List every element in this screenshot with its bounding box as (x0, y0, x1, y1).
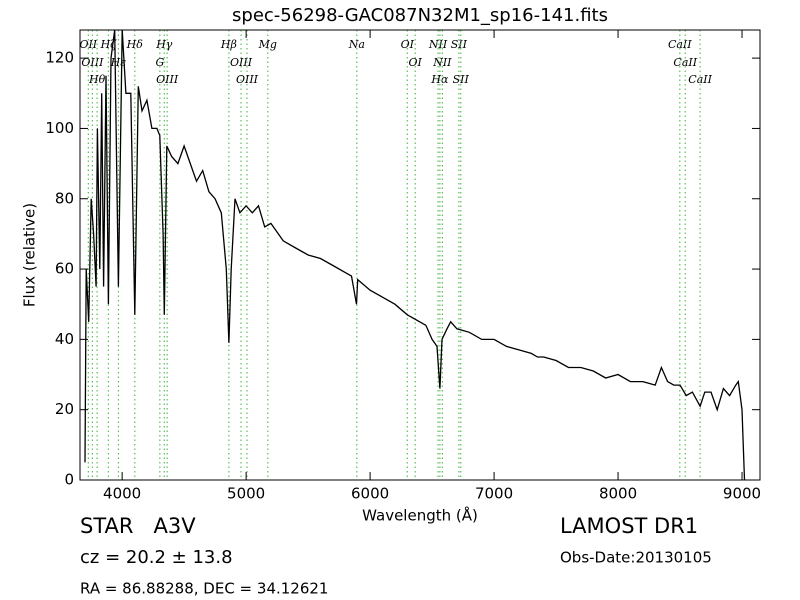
x-tick-label: 5000 (227, 485, 265, 503)
y-tick-label: 100 (45, 119, 74, 137)
spectral-line-label: CaII (668, 38, 692, 51)
spectral-line-label: OII (79, 38, 97, 51)
annotation: Obs-Date:20130105 (560, 549, 712, 567)
x-axis-label: Wavelength (Å) (362, 506, 478, 525)
spectral-line-label: Hδ (126, 38, 144, 51)
y-tick-label: 40 (55, 330, 74, 348)
spectral-line-label: OI (409, 56, 423, 69)
annotation: STAR A3V (80, 514, 196, 538)
spectral-line-label: Hβ (220, 38, 237, 51)
annotation: LAMOST DR1 (560, 514, 698, 538)
y-tick-label: 60 (55, 260, 74, 278)
y-tick-label: 0 (64, 471, 74, 489)
y-tick-label: 20 (55, 400, 74, 418)
spectral-line-label: OIII (81, 56, 104, 69)
plot-frame (79, 29, 761, 481)
x-tick-label: 4000 (103, 485, 141, 503)
chart-title: spec-56298-GAC087N32M1_sp16-141.fits (232, 5, 608, 26)
x-tick-label: 9000 (723, 485, 761, 503)
spectrum-line (84, 29, 746, 481)
spectral-line-label: CaII (673, 56, 697, 69)
spectral-line-label: G (155, 56, 164, 69)
spectral-line-label: Hθ (88, 73, 106, 86)
spectral-line-label: OIII (156, 73, 179, 86)
spectral-line-label: SII (453, 73, 470, 86)
y-tick-label: 80 (55, 189, 74, 207)
spectral-line-label: NII (432, 56, 452, 69)
spectral-line-label: OIII (236, 73, 259, 86)
x-tick-label: 8000 (599, 485, 637, 503)
spectral-line-label: SII (451, 38, 468, 51)
spectral-line-label: Mg (258, 38, 277, 51)
spectral-line-label: Hγ (155, 38, 173, 51)
annotation: RA = 86.88288, DEC = 34.12621 (80, 580, 328, 598)
spectral-line-label: OIII (230, 56, 253, 69)
x-tick-label: 6000 (351, 485, 389, 503)
y-axis-label: Flux (relative) (21, 203, 39, 307)
spectral-line-label: CaII (688, 73, 712, 86)
x-tick-label: 7000 (475, 485, 513, 503)
spectral-line-label: NII (428, 38, 448, 51)
spectral-line-label: Na (348, 38, 365, 51)
annotation: cz = 20.2 ± 13.8 (80, 547, 233, 568)
spectral-line-label: OI (401, 38, 415, 51)
y-tick-label: 120 (45, 49, 74, 67)
spectral-line-label: Hα (430, 73, 449, 86)
